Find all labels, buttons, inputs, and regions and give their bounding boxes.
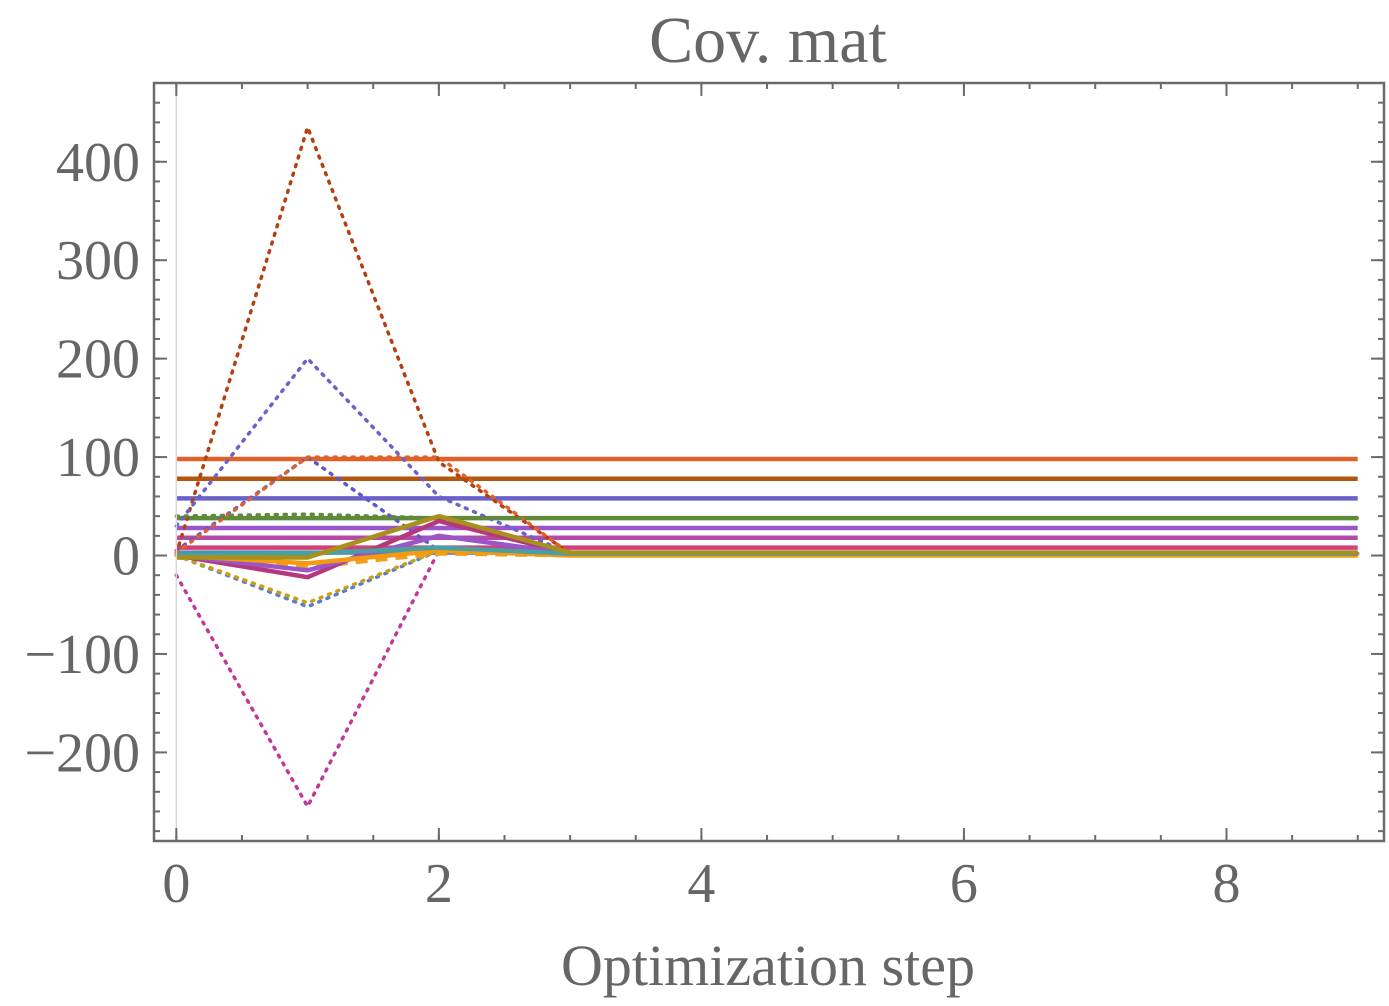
- x-tick-label: 6: [950, 853, 978, 915]
- y-tick-label: −100: [24, 624, 140, 686]
- y-tick-label: 100: [56, 427, 140, 489]
- y-tick-label: 0: [112, 526, 140, 588]
- x-tick-label: 0: [162, 853, 190, 915]
- chart-title: Cov. mat: [649, 4, 887, 77]
- x-tick-label: 4: [687, 853, 715, 915]
- series-line-13: [174, 512, 1360, 520]
- series-line-16: [174, 548, 1360, 605]
- plot-frame: [152, 81, 1386, 843]
- y-tick-label: −200: [24, 722, 140, 784]
- x-axis-label: Optimization step: [561, 933, 975, 998]
- ticks-layer: 0 2 4 6 8 −200 −100 0 100 200 300 400: [24, 83, 1384, 915]
- series-layer: [174, 125, 1360, 809]
- y-tick-label: 400: [56, 132, 140, 194]
- y-tick-label: 200: [56, 329, 140, 391]
- x-tick-label: 2: [425, 853, 453, 915]
- series-line-22: [176, 513, 1358, 560]
- x-tick-label: 8: [1212, 853, 1240, 915]
- y-tick-label: 300: [56, 230, 140, 292]
